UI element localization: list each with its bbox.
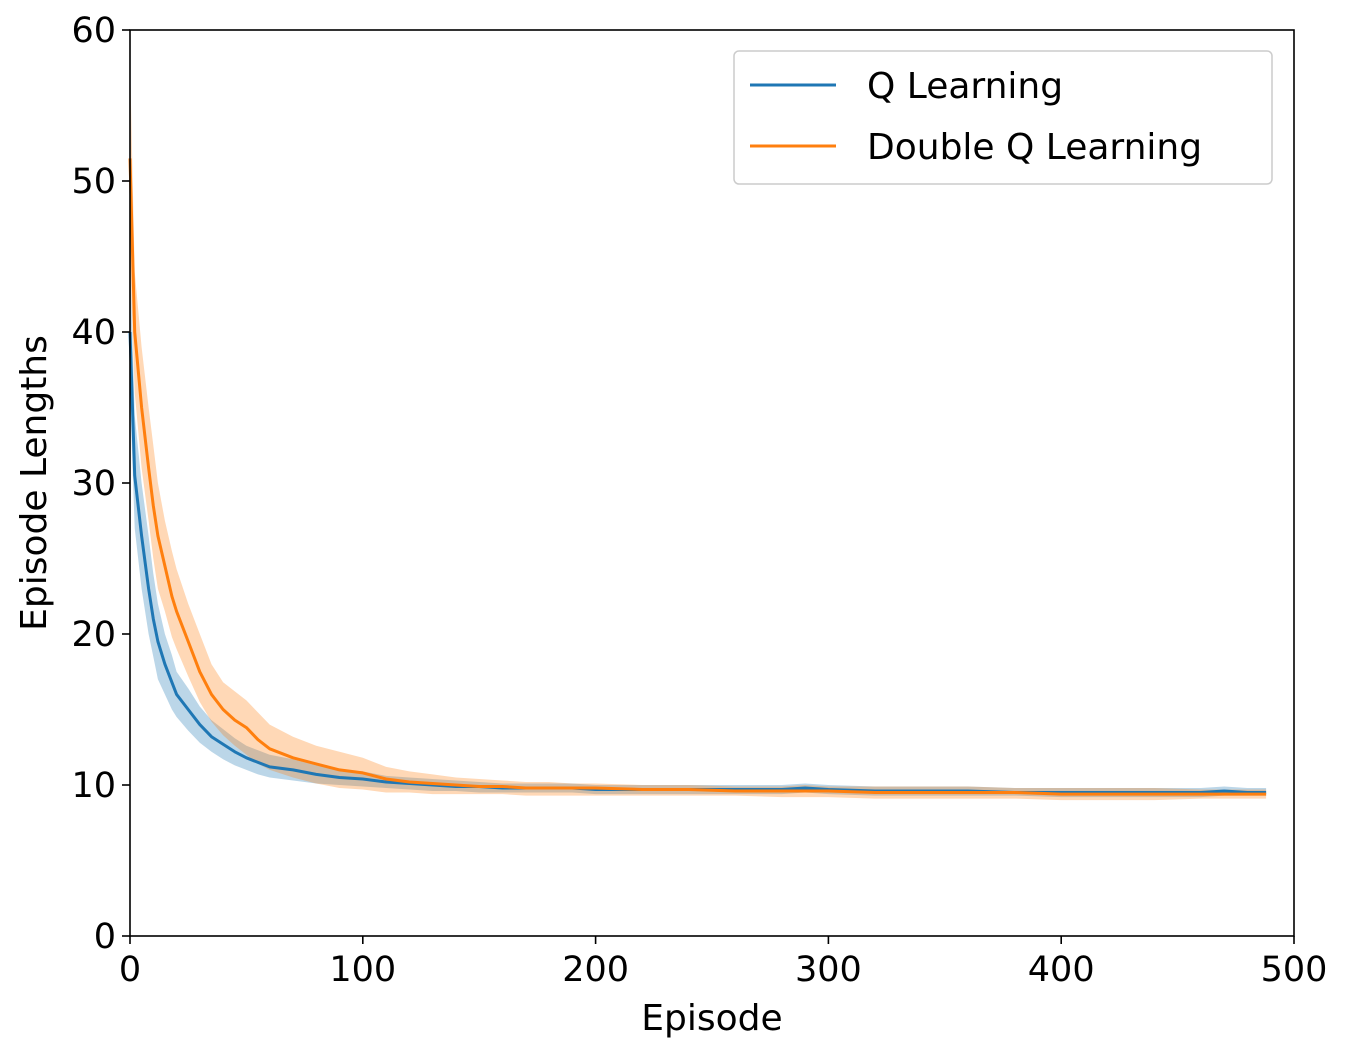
y-tick-label: 60 — [71, 11, 116, 51]
y-tick-label: 40 — [71, 313, 116, 353]
y-tick-label: 20 — [71, 615, 116, 655]
legend-label-double-q-learning: Double Q Learning — [867, 127, 1202, 168]
x-tick-label: 300 — [795, 950, 862, 990]
x-tick-label: 200 — [562, 950, 629, 990]
band-q-learning — [130, 256, 1267, 798]
y-tick-label: 30 — [71, 464, 116, 504]
legend: Q Learning Double Q Learning — [733, 50, 1273, 185]
y-axis-ticks: 0 10 20 30 40 50 60 — [71, 11, 130, 957]
legend-label-q-learning: Q Learning — [867, 66, 1063, 107]
line-q-learning — [128, 331, 1267, 794]
y-tick-label: 0 — [94, 917, 116, 957]
line-double-q-learning — [128, 158, 1267, 796]
y-tick-label: 50 — [71, 162, 116, 202]
x-axis-label: Episode — [641, 998, 782, 1039]
y-axis-label: Episode Lengths — [14, 335, 55, 631]
y-tick-label: 10 — [71, 766, 116, 806]
x-tick-label: 100 — [329, 950, 396, 990]
x-tick-label: 0 — [119, 950, 141, 990]
x-tick-label: 400 — [1028, 950, 1095, 990]
x-tick-label: 500 — [1261, 950, 1328, 990]
legend-box — [733, 50, 1273, 185]
x-axis-ticks: 0 100 200 300 400 500 — [119, 936, 1328, 990]
series-lines — [128, 158, 1267, 796]
